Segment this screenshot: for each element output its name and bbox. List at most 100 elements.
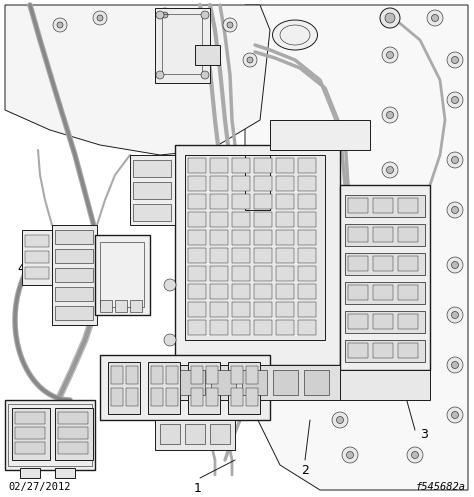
Bar (133, 204, 171, 221)
Circle shape (53, 18, 67, 32)
Bar (210, 176, 228, 191)
Circle shape (382, 107, 398, 123)
Bar (58, 442, 88, 454)
Circle shape (164, 334, 176, 346)
Bar (373, 256, 393, 271)
Bar (188, 176, 206, 191)
Polygon shape (245, 5, 468, 490)
Bar (206, 366, 218, 384)
Bar (348, 256, 368, 271)
Bar (210, 266, 228, 281)
Bar (133, 182, 171, 199)
Bar (12, 408, 50, 460)
Circle shape (386, 222, 393, 229)
Bar (15, 412, 45, 424)
Bar (348, 198, 368, 213)
Bar (188, 212, 206, 227)
Bar (175, 145, 340, 365)
Bar (148, 362, 180, 414)
Bar (185, 155, 325, 340)
Bar (254, 248, 272, 263)
Bar (340, 370, 430, 400)
Circle shape (447, 52, 463, 68)
Bar (25, 251, 49, 263)
Circle shape (411, 451, 419, 459)
Circle shape (386, 387, 393, 394)
Circle shape (386, 276, 393, 283)
Text: 4: 4 (17, 261, 25, 274)
Bar (348, 285, 368, 300)
Circle shape (382, 327, 398, 343)
Circle shape (447, 357, 463, 373)
Bar (162, 14, 202, 74)
Circle shape (243, 53, 257, 67)
Bar (175, 365, 340, 400)
Circle shape (382, 162, 398, 178)
Bar (298, 302, 316, 317)
Bar (188, 230, 206, 245)
Circle shape (156, 11, 164, 19)
Bar (211, 370, 236, 395)
Bar (398, 198, 418, 213)
Circle shape (452, 312, 458, 319)
Circle shape (407, 447, 423, 463)
Bar (245, 155, 270, 210)
Ellipse shape (273, 20, 318, 50)
Bar (298, 230, 316, 245)
Bar (398, 314, 418, 329)
Circle shape (346, 451, 354, 459)
Bar (52, 225, 97, 325)
Circle shape (97, 15, 103, 21)
Circle shape (452, 261, 458, 268)
Bar (100, 355, 270, 420)
Bar (100, 300, 112, 312)
Bar (210, 284, 228, 299)
Bar (8, 404, 92, 466)
Circle shape (201, 11, 209, 19)
Circle shape (386, 52, 393, 59)
Text: 3: 3 (420, 428, 428, 441)
Circle shape (386, 331, 393, 338)
Bar (345, 282, 425, 304)
Bar (276, 248, 294, 263)
Circle shape (158, 8, 172, 22)
Bar (111, 366, 123, 384)
Bar (58, 412, 88, 424)
Circle shape (447, 257, 463, 273)
Bar (348, 343, 368, 358)
Circle shape (447, 407, 463, 423)
Bar (254, 194, 272, 209)
Bar (15, 442, 45, 454)
Bar (5, 400, 95, 470)
Bar (373, 314, 393, 329)
Bar (166, 366, 178, 384)
Circle shape (447, 202, 463, 218)
Bar (151, 366, 163, 384)
Bar (254, 212, 272, 227)
Bar (246, 366, 258, 384)
Circle shape (57, 22, 63, 28)
Bar (188, 362, 220, 414)
Bar (298, 266, 316, 281)
Bar (276, 320, 294, 335)
Bar (398, 343, 418, 358)
Bar (276, 230, 294, 245)
Circle shape (227, 22, 233, 28)
Bar (55, 287, 93, 301)
Bar (373, 198, 393, 213)
Bar (55, 249, 93, 263)
Bar (151, 388, 163, 406)
Bar (25, 235, 49, 247)
Bar (298, 158, 316, 173)
Circle shape (201, 71, 209, 79)
Bar (188, 302, 206, 317)
Bar (191, 366, 203, 384)
Circle shape (452, 96, 458, 103)
Bar (188, 248, 206, 263)
Bar (55, 468, 75, 478)
Bar (195, 45, 220, 65)
Circle shape (452, 157, 458, 164)
Circle shape (386, 166, 393, 173)
Bar (210, 194, 228, 209)
Bar (55, 408, 93, 460)
